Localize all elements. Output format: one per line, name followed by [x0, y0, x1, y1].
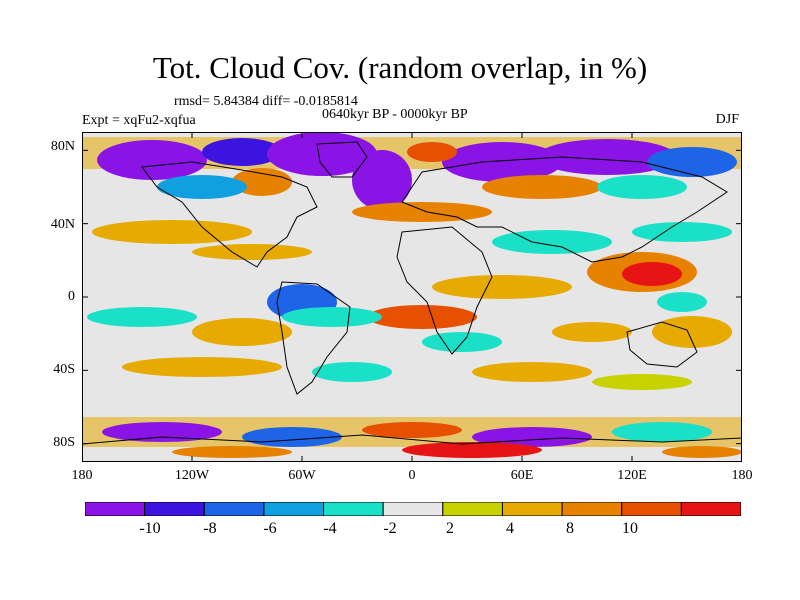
greenland-outline	[316, 141, 368, 178]
lon-label-120w: 120W	[174, 468, 210, 483]
lat-label-80s: 80S	[53, 435, 75, 450]
colorbar-box	[501, 502, 563, 516]
colorbar-label: -4	[323, 520, 337, 537]
colorbar-label: -8	[203, 520, 217, 537]
australia-outline	[626, 321, 698, 368]
lat-label-0: 0	[68, 289, 75, 304]
lat-label-40n: 40N	[50, 217, 75, 232]
north-america-outline	[141, 161, 318, 268]
map-ticks	[82, 132, 742, 462]
season-label: DJF	[715, 112, 739, 127]
colorbar-box	[263, 502, 325, 516]
colorbar-box	[561, 502, 623, 516]
colorbar-label: 8	[566, 520, 574, 537]
lat-label-80n: 80N	[50, 139, 75, 154]
south-america-outline	[276, 281, 351, 395]
colorbar-box	[203, 502, 265, 516]
lon-label-180e: 180	[731, 468, 753, 483]
colorbar	[85, 502, 741, 516]
lon-label-120e: 120E	[617, 468, 647, 483]
colorbar-box	[621, 502, 682, 516]
period-text: 0640kyr BP - 0000kyr BP	[322, 107, 468, 122]
lon-label-60e: 60E	[510, 468, 534, 483]
colorbar-label: -6	[263, 520, 277, 537]
colorbar-box	[442, 502, 503, 516]
colorbar-label: 2	[446, 520, 454, 537]
cloud-cover-map	[82, 132, 742, 462]
lat-label-40s: 40S	[53, 362, 75, 377]
lon-label-60w: 60W	[288, 468, 316, 483]
experiment-label: Expt = xqFu2-xqfua	[82, 113, 196, 128]
anomaly-field	[82, 132, 742, 458]
colorbar-box	[323, 502, 384, 516]
europe-asia-outline	[401, 156, 728, 263]
colorbar-label: 4	[506, 520, 514, 537]
colorbar-label: -2	[383, 520, 397, 537]
lon-label-0: 0	[408, 468, 416, 483]
colorbar-box	[680, 502, 741, 516]
stats-text: rmsd= 5.84384 diff= -0.0185814	[174, 94, 358, 109]
africa-outline	[396, 226, 493, 355]
plot-title: Tot. Cloud Cov. (random overlap, in %)	[152, 50, 648, 85]
colorbar-label: 10	[622, 520, 638, 537]
colorbar-label: -10	[139, 520, 161, 537]
lon-label-180w: 180	[71, 468, 93, 483]
colorbar-box	[144, 502, 205, 516]
colorbar-box	[382, 502, 444, 516]
colorbar-box	[85, 502, 146, 516]
coastlines	[82, 141, 742, 445]
antarctica-outline	[82, 434, 742, 445]
